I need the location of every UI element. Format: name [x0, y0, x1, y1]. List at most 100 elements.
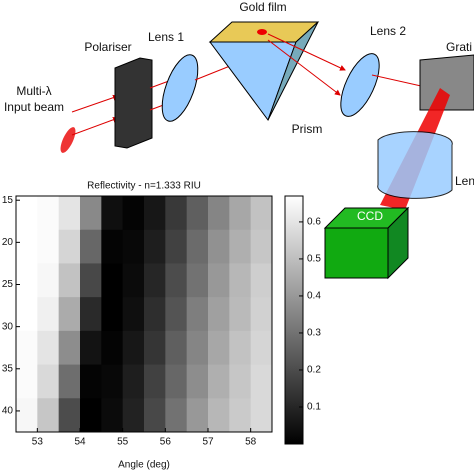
heat-cell: [165, 297, 188, 332]
x-axis-label: Angle (deg): [118, 460, 170, 471]
lens-2: [340, 53, 380, 117]
label: Grati: [446, 40, 472, 54]
x-tick-label: 56: [160, 437, 172, 448]
heat-cell: [16, 398, 38, 433]
y-tick-label: 15: [2, 195, 14, 206]
heat-cell: [16, 297, 38, 332]
heat-cell: [101, 364, 124, 399]
x-tick-label: 55: [117, 437, 129, 448]
heat-cell: [208, 263, 230, 298]
heat-cell: [58, 229, 81, 264]
colorbar-tick-label: 0.4: [307, 291, 321, 302]
heat-cell: [37, 229, 60, 264]
heat-cell: [229, 330, 252, 366]
heat-cell: [250, 398, 273, 433]
heat-cell: [229, 398, 252, 433]
label: Multi-λ: [16, 84, 51, 98]
heat-cell: [144, 297, 166, 332]
heat-cell: [144, 398, 166, 433]
heat-cell: [229, 196, 252, 231]
plot-frame: [15, 195, 273, 433]
beam: [267, 39, 341, 96]
heat-cell: [208, 196, 230, 231]
heat-cell: [250, 364, 273, 399]
heat-cell: [58, 330, 81, 366]
spot: [257, 29, 267, 35]
beam: [71, 94, 119, 113]
lens-1: [161, 54, 199, 122]
colorbar-tick-label: 0.3: [307, 328, 321, 339]
heat-cell: [250, 229, 273, 264]
label: Lens 1: [148, 30, 184, 44]
label: Prism: [292, 122, 323, 136]
heat-cell: [80, 364, 102, 399]
heat-cell: [186, 364, 209, 399]
y-tick-label: 30: [2, 321, 14, 332]
heat-cell: [208, 229, 230, 264]
heat-cell: [186, 330, 209, 366]
heat-cell: [186, 398, 209, 433]
y-tick-label: 40: [2, 406, 14, 417]
heat-cell: [165, 229, 188, 264]
heat-cell: [250, 330, 273, 366]
colorbar: [284, 195, 304, 445]
colorbar-tick-label: 0.1: [307, 402, 321, 413]
label: Len: [455, 174, 474, 188]
heat-cell: [122, 229, 145, 264]
heat-cell: [16, 364, 38, 399]
heat-cell: [37, 297, 60, 332]
heat-cell: [80, 263, 102, 298]
lens-3: [377, 131, 453, 199]
heat-cell: [58, 196, 81, 231]
x-tick-label: 54: [74, 437, 86, 448]
heat-cell: [16, 196, 38, 231]
setup-diagram: Gold film Lens 1 Lens 2 Polariser Multi-…: [4, 0, 474, 280]
heat-cell: [144, 229, 166, 264]
heat-cell: [80, 229, 102, 264]
heat-cell: [144, 364, 166, 399]
x-tick-label: 53: [32, 437, 44, 448]
x-tick-label: 57: [202, 437, 214, 448]
heat-cell: [122, 364, 145, 399]
heat-cell: [58, 263, 81, 298]
chart-title: Reflectivity - n=1.333 RIU: [87, 181, 201, 192]
heat-cell: [144, 263, 166, 298]
heat-cell: [101, 263, 124, 298]
heat-cell: [122, 196, 145, 231]
heat-cell: [37, 364, 60, 399]
heat-cell: [80, 297, 102, 332]
heat-cell: [16, 229, 38, 264]
heat-cell: [101, 229, 124, 264]
heat-cell: [122, 398, 145, 433]
polariser: [114, 57, 153, 149]
heat-cell: [250, 297, 273, 332]
colorbar-tick-label: 0.2: [307, 365, 321, 376]
y-tick-label: 25: [2, 279, 14, 290]
heat-cell: [165, 398, 188, 433]
heat-cell: [101, 196, 124, 231]
label: Polariser: [84, 40, 131, 54]
heat-cell: [122, 330, 145, 366]
heat-cell: [208, 330, 230, 366]
heat-cell: [80, 398, 102, 433]
heat-cell: [16, 263, 38, 298]
heat-cell: [208, 297, 230, 332]
heat-cell: [186, 263, 209, 298]
heat-cell: [208, 364, 230, 399]
heat-cell: [144, 196, 166, 231]
grating: [419, 54, 474, 111]
heat-cell: [122, 297, 145, 332]
heat-cell: [37, 330, 60, 366]
heat-cell: [37, 196, 60, 231]
heat-cell: [229, 229, 252, 264]
heat-cell: [186, 297, 209, 332]
heat-cell: [37, 398, 60, 433]
heat-cell: [122, 263, 145, 298]
label: Input beam: [4, 100, 64, 114]
beam: [267, 33, 346, 71]
heat-cell: [37, 263, 60, 298]
y-tick-label: 35: [2, 363, 14, 374]
heat-cell: [101, 297, 124, 332]
input-beam-spot: [60, 127, 76, 153]
colorbar-tick-label: 0.5: [307, 254, 321, 265]
